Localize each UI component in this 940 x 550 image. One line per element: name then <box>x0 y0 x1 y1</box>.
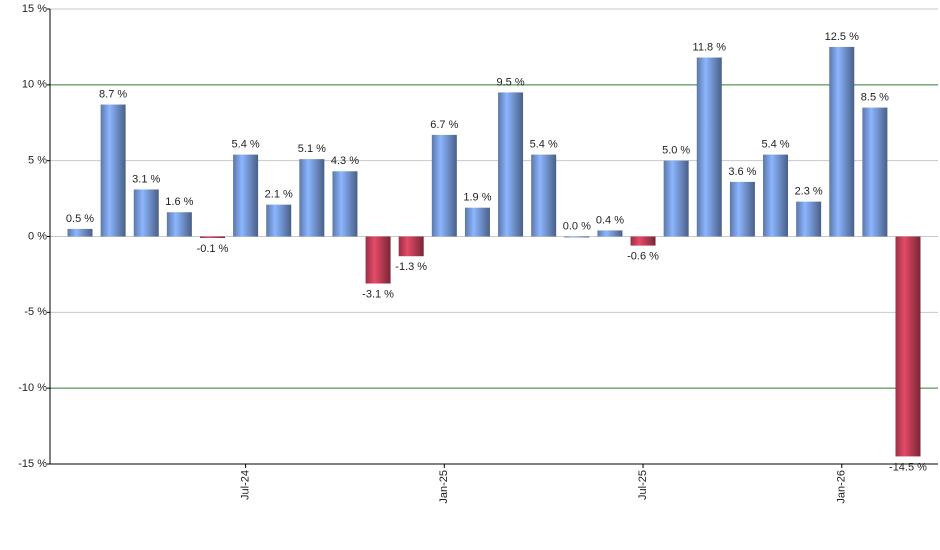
bar <box>100 104 126 237</box>
bar <box>332 171 358 237</box>
value-label: 2.1 % <box>265 189 293 201</box>
value-label: 5.4 % <box>761 139 789 151</box>
value-label: 11.8 % <box>693 41 727 53</box>
bar <box>829 46 855 237</box>
bar <box>266 204 292 237</box>
value-label: 0.4 % <box>596 214 624 226</box>
value-label: -0.1 % <box>197 243 229 255</box>
y-tick-label: -10 % <box>18 382 47 394</box>
bar <box>498 92 524 237</box>
bar <box>663 160 689 237</box>
bar <box>199 236 225 239</box>
bar <box>464 207 490 237</box>
x-tick-label: Jan-25 <box>438 470 450 504</box>
bar <box>133 189 159 237</box>
value-label: 8.5 % <box>861 91 889 103</box>
x-tick-label: Jul-25 <box>637 470 649 500</box>
bar <box>763 154 789 237</box>
value-label: 8.7 % <box>99 88 127 100</box>
value-label: 1.6 % <box>165 196 193 208</box>
value-label: 1.9 % <box>463 192 491 204</box>
bar <box>398 236 424 257</box>
value-label: 0.0 % <box>563 220 591 232</box>
value-label: -0.6 % <box>627 251 659 263</box>
bar <box>531 154 557 237</box>
bar <box>299 159 325 237</box>
bar <box>233 154 259 237</box>
value-label: 5.1 % <box>298 143 326 155</box>
x-tick-label: Jul-24 <box>240 470 252 500</box>
bar <box>67 228 93 237</box>
bar <box>729 181 755 237</box>
value-label: 12.5 % <box>825 31 859 43</box>
bar <box>796 201 822 237</box>
bar <box>630 236 656 246</box>
bar <box>365 236 391 284</box>
y-tick-label: -5 % <box>24 306 47 318</box>
value-label: 2.3 % <box>795 186 823 198</box>
bar <box>895 236 921 457</box>
x-tick-label: Jan-26 <box>836 470 848 504</box>
y-tick-label: 0 % <box>28 230 47 242</box>
value-label: -1.3 % <box>395 261 427 273</box>
y-tick-label: 15 % <box>22 3 47 15</box>
value-label: 3.1 % <box>132 173 160 185</box>
y-tick-label: 10 % <box>22 79 47 91</box>
bar <box>696 57 722 237</box>
value-label: 4.3 % <box>331 155 359 167</box>
value-label: -14.5 % <box>889 461 927 473</box>
bar <box>431 134 457 237</box>
y-tick-label: -15 % <box>18 458 47 470</box>
value-label: -3.1 % <box>362 288 394 300</box>
bar <box>862 107 888 237</box>
y-tick-label: 5 % <box>28 155 47 167</box>
bar <box>166 212 192 237</box>
bar <box>597 230 623 237</box>
value-label: 3.6 % <box>728 166 756 178</box>
value-label: 5.4 % <box>530 139 558 151</box>
value-label: 5.0 % <box>662 145 690 157</box>
bar <box>564 236 590 238</box>
value-label: 6.7 % <box>430 119 458 131</box>
value-label: 5.4 % <box>232 139 260 151</box>
value-label: 0.5 % <box>66 213 94 225</box>
value-label: 9.5 % <box>496 76 524 88</box>
